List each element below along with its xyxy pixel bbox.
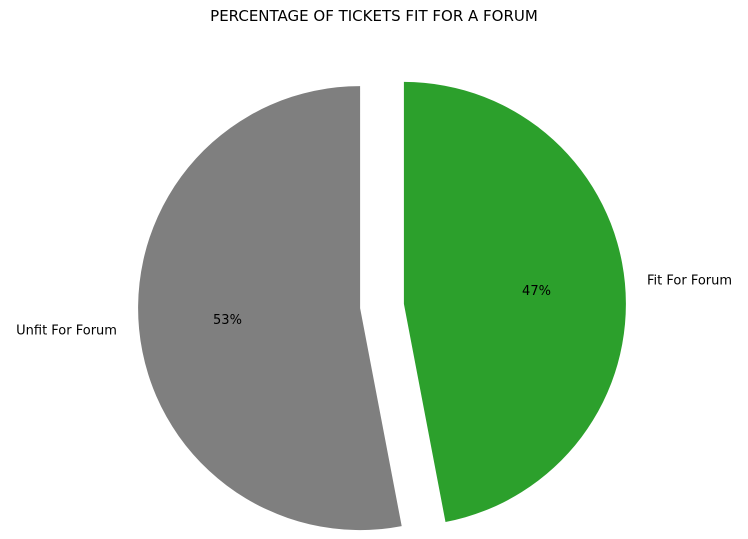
pie-slice-unfit-for-forum [138, 86, 402, 531]
pct-label-fit-for-forum: 47% [522, 284, 551, 299]
slice-label-fit-for-forum: Fit For Forum [647, 273, 732, 288]
pie-slice-fit-for-forum [403, 81, 626, 522]
slice-label-unfit-for-forum: Unfit For Forum [16, 324, 117, 339]
pct-label-unfit-for-forum: 53% [213, 313, 242, 328]
chart-title: PERCENTAGE OF TICKETS FIT FOR A FORUM [210, 7, 538, 25]
